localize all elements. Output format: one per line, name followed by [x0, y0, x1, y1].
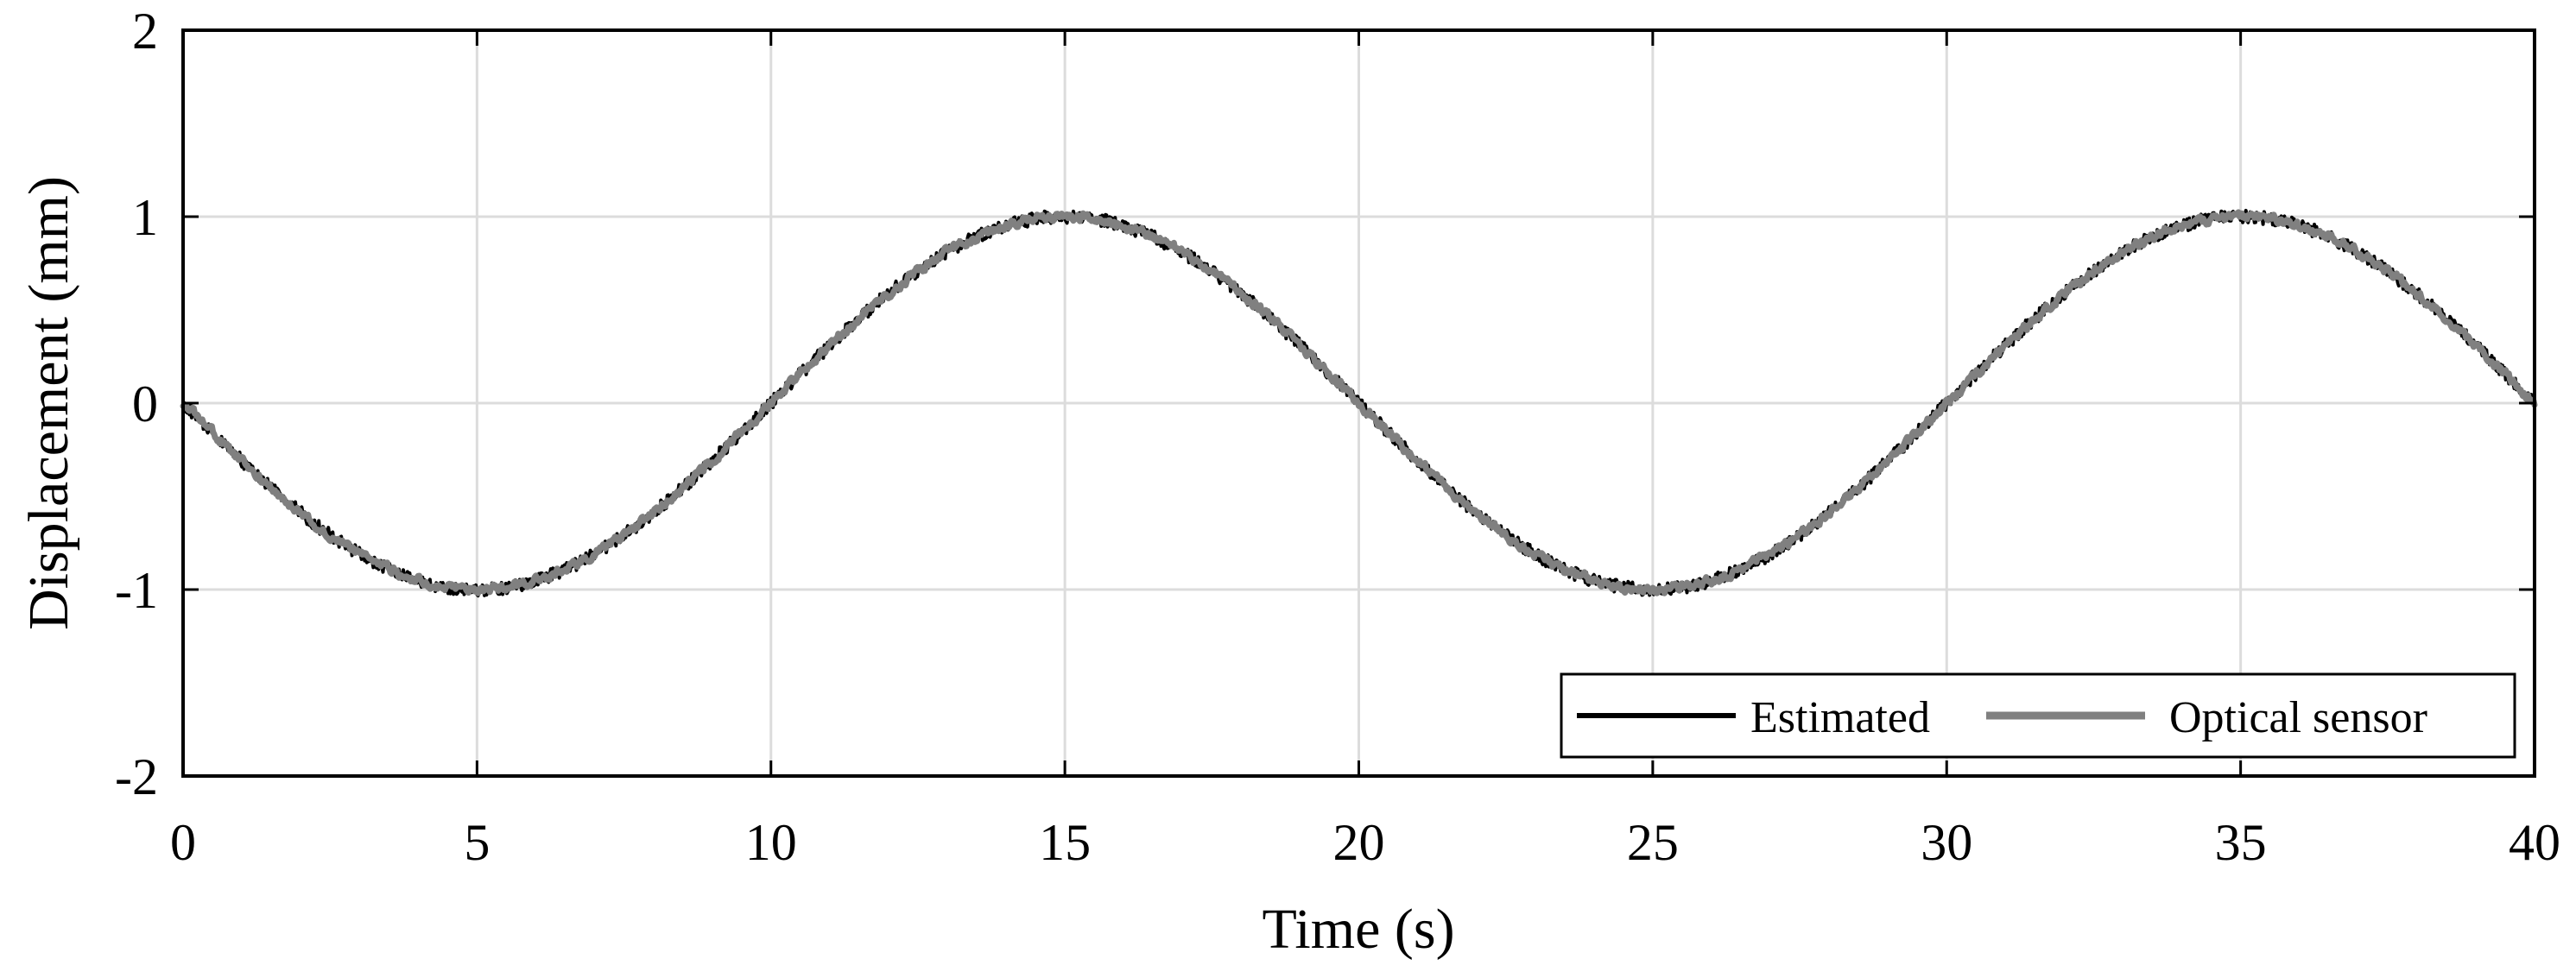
x-axis-title: Time (s) — [1262, 898, 1454, 961]
x-tick-label: 20 — [1333, 814, 1385, 871]
legend-label-optical-sensor: Optical sensor — [2169, 693, 2427, 742]
x-tick-label: 40 — [2509, 814, 2560, 871]
y-axis-title: Displacement (mm) — [17, 176, 80, 630]
x-tick-labels: 0 5 10 15 20 25 30 35 40 — [170, 814, 2560, 871]
grid-lines — [183, 30, 2535, 776]
y-tick-label: -1 — [115, 562, 158, 619]
series-layer — [180, 208, 2538, 598]
x-tick-label: 25 — [1627, 814, 1679, 871]
y-tick-label: -2 — [115, 748, 158, 805]
tick-marks — [181, 28, 2536, 778]
x-tick-label: 5 — [464, 814, 490, 871]
legend-label-estimated: Estimated — [1750, 693, 1930, 742]
x-tick-label: 10 — [745, 814, 797, 871]
legend: Estimated Optical sensor — [1560, 672, 2516, 759]
y-tick-label: 1 — [132, 189, 158, 246]
x-tick-label: 15 — [1039, 814, 1091, 871]
y-tick-label: 0 — [132, 375, 158, 432]
x-tick-label: 0 — [170, 814, 196, 871]
series-line-optical-sensor — [180, 209, 2538, 596]
y-tick-labels: -2 -1 0 1 2 — [115, 3, 158, 805]
x-tick-label: 35 — [2215, 814, 2267, 871]
x-tick-label: 30 — [1921, 814, 1972, 871]
y-tick-label: 2 — [132, 3, 158, 60]
